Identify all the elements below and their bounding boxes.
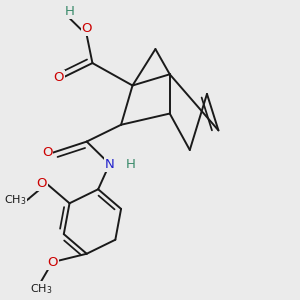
Text: CH$_3$: CH$_3$ — [30, 282, 52, 296]
Text: H: H — [125, 158, 135, 170]
Text: N: N — [105, 158, 115, 170]
Text: methoxy: methoxy — [20, 200, 27, 201]
Text: O: O — [36, 177, 46, 190]
Text: O: O — [42, 146, 52, 159]
Text: CH$_3$: CH$_3$ — [4, 194, 27, 207]
Text: H: H — [64, 5, 74, 18]
Text: methoxy: methoxy — [25, 199, 32, 200]
Text: O: O — [47, 256, 58, 269]
Text: O: O — [53, 70, 64, 84]
Text: O: O — [82, 22, 92, 35]
